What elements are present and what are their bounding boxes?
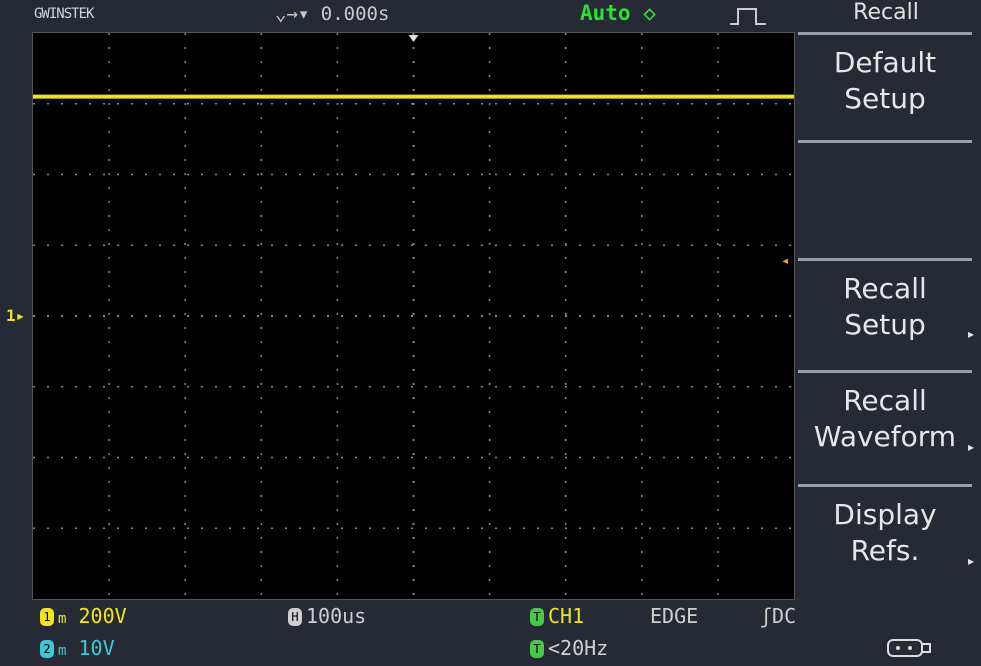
menu-button-5[interactable]: Display Refs. ▸ (798, 484, 974, 598)
menu-title: Recall (853, 0, 919, 25)
trigger-frequency: T <20Hz (530, 636, 608, 660)
brand-logo: GWINSTEK (34, 6, 94, 22)
trigger-position-marker (408, 35, 419, 42)
trigger-slope-coupling: ʃDC (760, 604, 797, 628)
horizontal-scale[interactable]: H 100us (288, 604, 366, 628)
top-status-bar: GWINSTEK ⌄→▾ 0.000s Auto ◇ (0, 0, 981, 30)
menu-button-label: Recall (843, 384, 927, 417)
pulse-icon (730, 8, 766, 25)
trigger-level-marker: ◂ (781, 253, 790, 269)
usb-icon (887, 639, 931, 657)
menu-button-label: Recall (843, 272, 927, 305)
trigger-source[interactable]: T CH1 (530, 604, 584, 628)
menu-button-label: Refs. (850, 534, 920, 567)
menu-button-label: Display (833, 498, 937, 531)
submenu-arrow-icon: ▸ (967, 553, 974, 568)
menu-button-1[interactable]: Default Setup (798, 32, 972, 140)
ch1-ground-marker[interactable]: 1▸ (6, 306, 26, 325)
trigger-mode: Auto ◇ (580, 1, 656, 25)
menu-button-2[interactable] (798, 140, 972, 258)
trigger-type: EDGE (650, 604, 699, 628)
menu-button-label: Waveform (813, 420, 957, 453)
horizontal-position: ⌄→▾ 0.000s (275, 3, 390, 25)
menu-button-label: Default (833, 46, 937, 79)
menu-button-label: Setup (844, 82, 926, 115)
submenu-arrow-icon: ▸ (967, 439, 974, 454)
menu-button-label: Setup (844, 308, 926, 341)
waveform-display (32, 32, 795, 600)
menu-button-4[interactable]: Recall Waveform ▸ (798, 370, 974, 484)
submenu-arrow-icon: ▸ (967, 326, 974, 341)
menu-button-3[interactable]: Recall Setup ▸ (798, 258, 974, 370)
